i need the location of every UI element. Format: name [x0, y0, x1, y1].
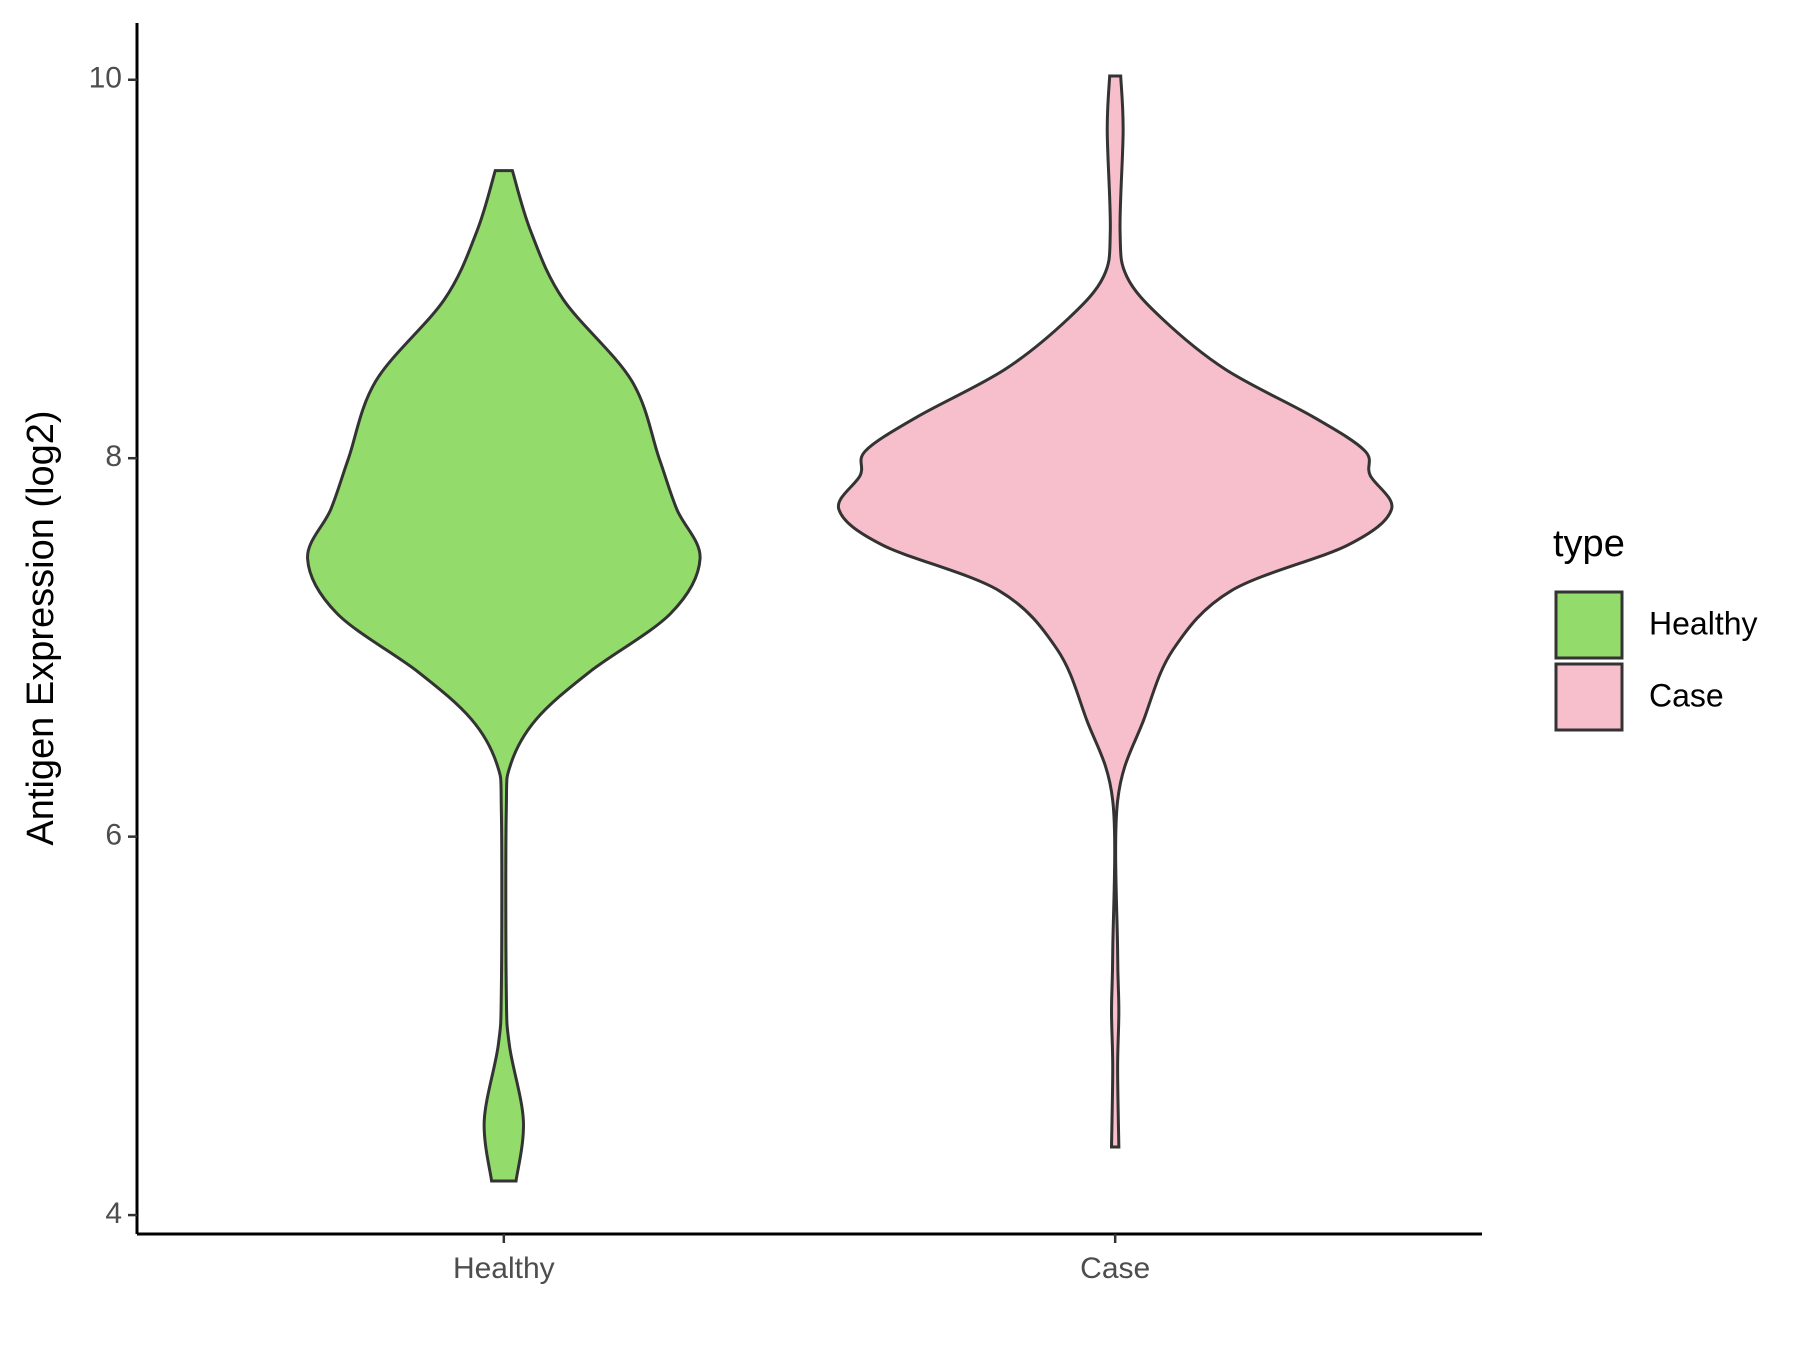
legend-label: Healthy	[1649, 605, 1758, 641]
violin	[837, 74, 1394, 1149]
violin	[306, 169, 702, 1183]
legend-label: Case	[1649, 677, 1724, 713]
y-tick-label: 10	[89, 62, 122, 95]
x-tick-label: Case	[1080, 1252, 1150, 1285]
y-tick-label: 8	[105, 440, 122, 473]
y-axis-title: Antigen Expression (log2)	[20, 410, 62, 845]
x-tick-label: Healthy	[453, 1252, 555, 1285]
legend-key	[1554, 590, 1624, 660]
legend-key	[1554, 662, 1624, 732]
legend-title: type	[1553, 523, 1625, 565]
y-tick-label: 4	[105, 1197, 122, 1230]
y-tick-label: 6	[105, 819, 122, 852]
